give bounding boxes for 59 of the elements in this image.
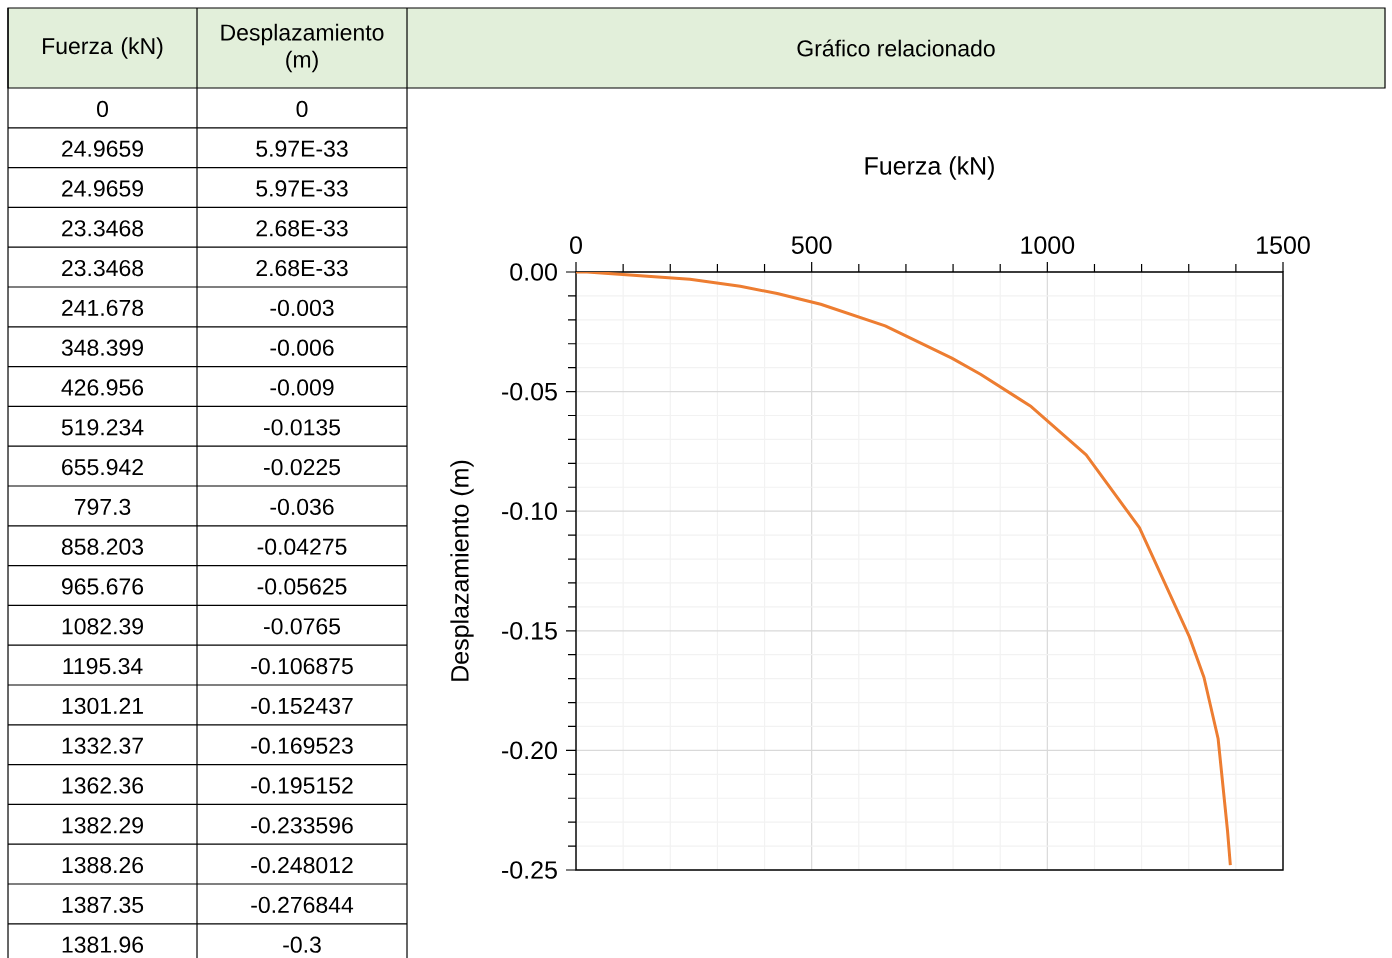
- text: Fuerza (kN): [43, 37, 163, 59]
- text: 1082.39: [62, 618, 143, 635]
- y-tick-label: 0.00: [510, 263, 557, 281]
- text: 5.97E-33: [256, 140, 348, 157]
- text: 797.3: [74, 498, 131, 516]
- x-tick-label: 500: [791, 236, 832, 254]
- text: -0.106875: [251, 657, 353, 675]
- text: 23.3468: [62, 259, 144, 277]
- text: 2.68E-33: [256, 220, 348, 237]
- text: Desplazamiento (m): [221, 23, 384, 73]
- text: 24.9659: [62, 140, 143, 157]
- text: 1362.36: [62, 777, 144, 794]
- text: 858.203: [61, 538, 144, 555]
- text: 2.68E-33: [256, 259, 348, 277]
- text: -0.009: [270, 379, 334, 396]
- x-axis-title: Fuerza (kN): [865, 156, 994, 180]
- text: 1381.96: [62, 936, 144, 953]
- text: 0: [97, 100, 108, 118]
- y-tick-label: -0.10: [502, 502, 557, 521]
- y-tick-label: -0.25: [502, 861, 557, 879]
- text: 1388.26: [62, 856, 144, 874]
- text: -0.152437: [251, 697, 353, 715]
- text: -0.169523: [251, 737, 353, 754]
- text: -0.0765: [264, 618, 341, 635]
- text: 426.956: [61, 379, 144, 396]
- text: 23.3468: [62, 220, 144, 237]
- text: -0.195152: [251, 777, 353, 794]
- y-tick-label: -0.20: [502, 741, 557, 760]
- text: 1387.35: [62, 896, 144, 914]
- text: -0.04275: [257, 538, 347, 555]
- x-tick-label: 1000: [1021, 236, 1075, 254]
- text: 655.942: [62, 458, 143, 476]
- chart-title: Gráfico relacionado: [797, 39, 995, 57]
- text: -0.036: [270, 498, 334, 516]
- text: -0.006: [270, 339, 334, 356]
- y-axis-title: Desplazamiento (m): [450, 460, 474, 681]
- text: 24.9659: [62, 180, 143, 197]
- text: -0.3: [283, 936, 321, 953]
- y-tick-label: -0.15: [502, 621, 557, 640]
- x-tick-label: 0: [570, 236, 582, 254]
- text: 1195.34: [63, 657, 143, 675]
- text: -0.0135: [264, 419, 341, 436]
- text: -0.003: [270, 299, 334, 317]
- text: 1301.21: [62, 697, 143, 715]
- text: 965.676: [62, 578, 144, 595]
- x-tick-label: 1500: [1257, 236, 1310, 254]
- text: -0.233596: [251, 817, 353, 834]
- y-tick-label: -0.05: [502, 382, 557, 401]
- text: -0.248012: [251, 856, 353, 874]
- text: 1382.29: [62, 817, 143, 834]
- text: -0.276844: [251, 896, 354, 914]
- text: -0.05625: [257, 578, 347, 595]
- text: -0.0225: [264, 458, 341, 476]
- text: 5.97E-33: [256, 180, 348, 197]
- text: 1332.37: [62, 737, 143, 754]
- text: 0: [296, 100, 308, 118]
- text: 519.234: [61, 419, 144, 436]
- text: 348.399: [61, 339, 143, 356]
- text: 241.678: [62, 299, 144, 317]
